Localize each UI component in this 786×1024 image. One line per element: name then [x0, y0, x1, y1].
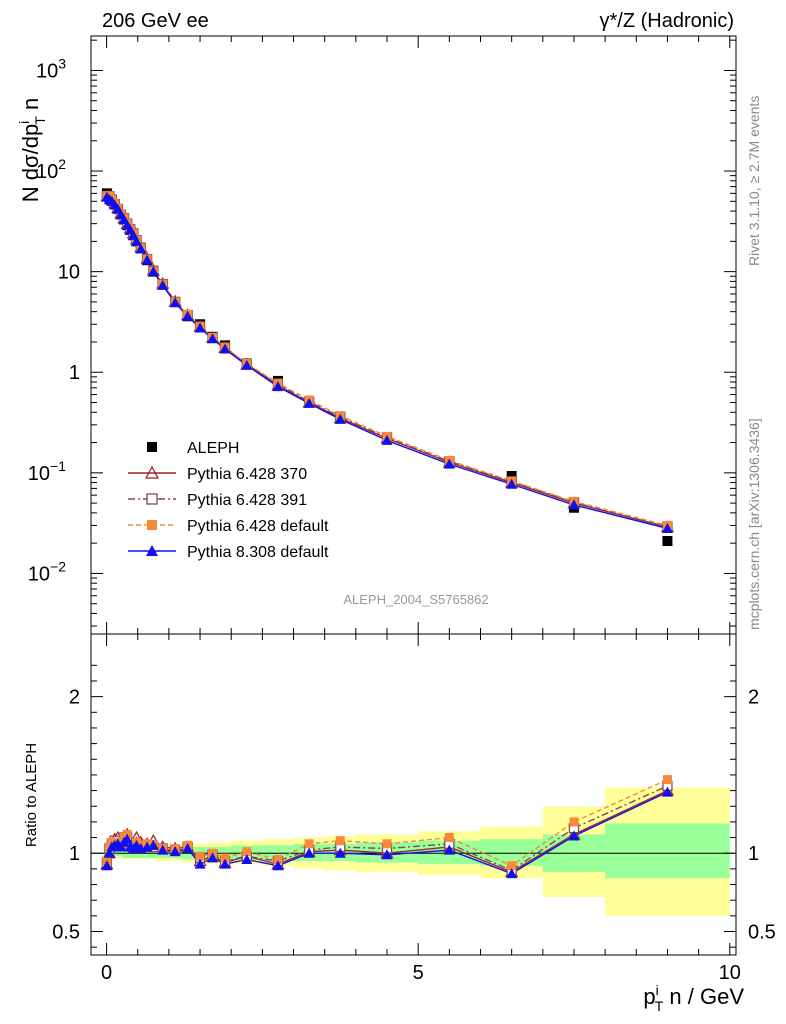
ratio-point — [506, 868, 518, 879]
ratio-point — [241, 853, 253, 864]
data-point — [241, 359, 253, 370]
legend-label: Pythia 6.428 default — [187, 518, 329, 535]
ratio-point — [194, 858, 206, 869]
source-label: mcplots.cern.ch [arXiv:1306.3436] — [746, 418, 762, 630]
data-point — [334, 413, 346, 424]
legend-label: Pythia 8.308 default — [187, 544, 329, 561]
ratio-point — [381, 849, 393, 860]
legend-marker — [144, 465, 160, 479]
ratio-point — [382, 839, 392, 849]
data-point — [568, 499, 580, 510]
data-point — [443, 458, 455, 469]
uncertainty-band-inner — [605, 823, 730, 879]
x-tick-label: 5 — [413, 962, 424, 984]
x-tick-label: 0 — [101, 962, 112, 984]
data-point — [381, 434, 393, 445]
ratio-point — [207, 852, 219, 863]
legend-label: Pythia 6.428 370 — [187, 466, 307, 483]
data-point — [194, 322, 206, 333]
data-point — [219, 343, 231, 354]
data-point — [130, 235, 142, 246]
ratio-point — [443, 844, 455, 855]
legend-marker — [146, 493, 158, 505]
x-tick-label: 10 — [719, 962, 741, 984]
y-tick-label: 0.5 — [52, 922, 80, 944]
main-axes: 10−2 10−1 1 10 102 103 N dσ/dpiT n — [16, 36, 736, 634]
legend-marker — [147, 520, 157, 530]
header-right: γ*/Z (Hadronic) — [600, 10, 734, 32]
data-point — [506, 478, 518, 489]
ratio-point — [169, 846, 181, 857]
data-point — [147, 266, 159, 277]
ratio-point — [157, 844, 169, 855]
legend-marker — [147, 442, 157, 452]
ratio-frame — [90, 633, 737, 956]
ratio-point — [444, 833, 454, 843]
legend-label: Pythia 6.428 391 — [187, 492, 307, 509]
y-tick-label: 1 — [69, 843, 80, 865]
y-tick-label-right: 2 — [748, 687, 759, 709]
legend-label: ALEPH — [187, 440, 239, 457]
y-tick-label-right: 0.5 — [748, 922, 776, 944]
ratio-point — [147, 839, 159, 850]
y-tick-label: 10−2 — [28, 558, 66, 585]
ratio-point — [272, 860, 284, 871]
ratio-point — [568, 830, 580, 841]
y-axis-label: N dσ/dpiT n — [16, 98, 48, 202]
ratio-series — [100, 775, 675, 879]
ratio-point — [662, 775, 672, 785]
ratio-point — [195, 851, 205, 861]
data-point — [661, 522, 673, 533]
data-point — [157, 279, 169, 290]
data-point — [662, 536, 673, 547]
data-point — [169, 297, 181, 308]
y-tick-label: 10−1 — [28, 458, 66, 485]
ratio-point — [334, 847, 346, 858]
ratio-point — [335, 836, 345, 846]
data-point — [182, 310, 194, 321]
ratio-point — [242, 847, 252, 857]
ratio-point — [304, 839, 314, 849]
y-tick-label: 1 — [69, 362, 80, 384]
uncertainty-band-inner — [156, 846, 182, 858]
data-point — [303, 397, 315, 408]
ratio-point — [661, 786, 673, 797]
legend: ALEPH Pythia 6.428 370 Pythia 6.428 391 Pyt… — [128, 440, 329, 561]
ratio-point — [121, 833, 133, 844]
y-tick-label-right: 1 — [748, 843, 759, 865]
ratio-point — [303, 847, 315, 858]
y-tick-label: 102 — [36, 156, 66, 183]
data-point — [135, 243, 147, 254]
ratio-y-label: Ratio to ALEPH — [23, 743, 40, 847]
data-point — [272, 381, 284, 392]
data-point — [207, 333, 219, 344]
header-left: 206 GeV ee — [102, 10, 209, 32]
data-point — [141, 254, 153, 265]
ratio-point — [507, 861, 517, 871]
x-axis-label: pi T n / GeV — [643, 982, 744, 1014]
legend-marker — [146, 545, 158, 556]
ratio-point — [220, 853, 230, 863]
ratio-point — [273, 854, 283, 864]
rivet-version-label: Rivet 3.1.10, ≥ 2.7M events — [746, 95, 762, 266]
ratio-point — [569, 817, 579, 827]
y-tick-label: 103 — [36, 55, 66, 82]
ratio-point — [103, 847, 115, 858]
ratio-point — [182, 843, 194, 854]
ratio-point — [219, 858, 231, 869]
y-tick-label: 2 — [69, 687, 80, 709]
main-series — [100, 188, 675, 547]
watermark: ALEPH_2004_S5765862 — [343, 592, 488, 607]
y-tick-label: 10 — [58, 262, 80, 284]
ratio-axes: 0.5 0.5 1 1 2 2 0 5 10 Ratio to ALEPH pi T n / GeV — [23, 634, 776, 1014]
ratio-point — [101, 860, 113, 871]
